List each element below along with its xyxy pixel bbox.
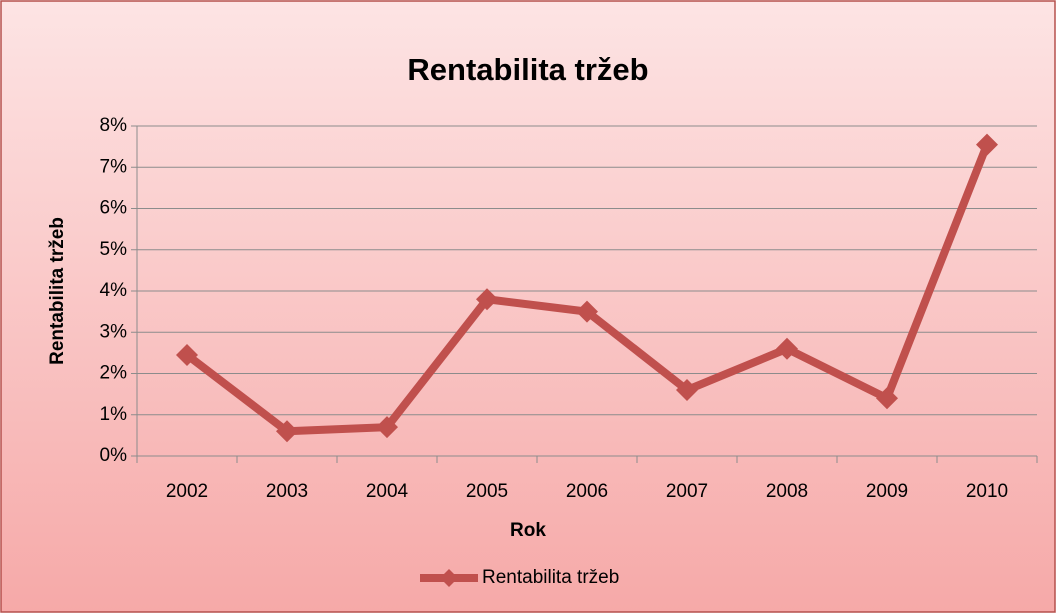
x-tick-label: 2002 — [166, 481, 208, 502]
data-point — [976, 133, 998, 156]
x-tick-label: 2004 — [366, 481, 409, 502]
y-tick-label: 2% — [100, 363, 128, 384]
y-tick-label: 5% — [100, 239, 128, 260]
x-tick-label: 2009 — [866, 481, 908, 502]
legend-marker — [440, 569, 458, 587]
x-tick-label: 2006 — [566, 481, 608, 502]
y-tick-label: 7% — [100, 156, 128, 177]
x-tick-label: 2007 — [666, 481, 708, 502]
y-tick-label: 6% — [100, 198, 128, 219]
data-point — [176, 343, 198, 366]
data-point — [776, 337, 798, 360]
y-axis-label: Rentabilita tržeb — [47, 217, 68, 365]
data-point — [876, 387, 898, 410]
legend-label: Rentabilita tržeb — [482, 567, 619, 588]
data-point — [476, 288, 498, 311]
y-tick-label: 8% — [100, 115, 128, 136]
x-tick-label: 2005 — [466, 481, 508, 502]
x-tick-label: 2010 — [966, 481, 1008, 502]
data-point — [576, 300, 598, 323]
x-tick-label: 2003 — [266, 481, 308, 502]
y-tick-label: 3% — [100, 321, 128, 342]
y-tick-label: 0% — [100, 445, 128, 466]
y-tick-label: 1% — [100, 404, 128, 425]
chart-title: Rentabilita tržeb — [407, 52, 648, 87]
data-point — [376, 416, 398, 439]
y-tick-label: 4% — [100, 280, 128, 301]
data-point — [676, 379, 698, 401]
x-axis-label: Rok — [510, 520, 546, 541]
data-point — [276, 420, 298, 443]
x-tick-label: 2008 — [766, 481, 808, 502]
